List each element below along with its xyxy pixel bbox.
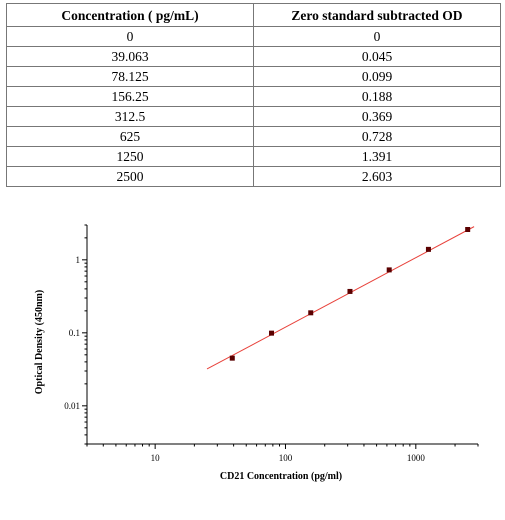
table-row: 156.25 0.188 <box>6 86 501 107</box>
column-header-od: Zero standard subtracted OD <box>253 3 501 27</box>
standard-curve-chart: 10 100 1000 0.01 0.1 1 CD21 Concentration (pg… <box>34 224 479 482</box>
table-row: 39.063 0.045 <box>6 46 501 67</box>
y-tick-label: 1 <box>76 255 81 265</box>
table-row: 78.125 0.099 <box>6 66 501 87</box>
table-cell: 2500 <box>6 166 254 187</box>
y-tick-label: 0.1 <box>69 328 80 338</box>
y-axis-title: Optical Density (450nm) <box>34 290 45 394</box>
table-cell: 0.099 <box>253 66 501 87</box>
table-cell: 0.045 <box>253 46 501 67</box>
x-tick-label: 1000 <box>407 453 426 463</box>
data-point <box>386 267 392 273</box>
data-point <box>269 330 275 336</box>
table-header-row: Concentration ( pg/mL) Zero standard sub… <box>6 3 501 27</box>
table-cell: 312.5 <box>6 106 254 127</box>
table-cell: 625 <box>6 126 254 147</box>
data-point <box>229 355 235 361</box>
chart-ticks: 10 100 1000 0.01 0.1 1 <box>64 224 479 463</box>
table-cell: 0 <box>253 26 501 47</box>
table-cell: 0.188 <box>253 86 501 107</box>
x-axis-title: CD21 Concentration (pg/ml) <box>220 471 342 482</box>
fit-line <box>206 226 475 370</box>
table-cell: 156.25 <box>6 86 254 107</box>
data-point <box>465 227 471 233</box>
x-tick-label: 10 <box>151 453 161 463</box>
table-row: 1250 1.391 <box>6 146 501 167</box>
table-cell: 0.369 <box>253 106 501 127</box>
table-cell: 39.063 <box>6 46 254 67</box>
table-cell: 1250 <box>6 146 254 167</box>
table-cell: 0 <box>6 26 254 47</box>
data-points-layer <box>229 227 471 361</box>
fit-line-layer <box>206 226 475 370</box>
y-tick-label: 0.01 <box>64 401 80 411</box>
standard-curve-table: Concentration ( pg/mL) Zero standard sub… <box>6 3 501 187</box>
table-cell: 0.728 <box>253 126 501 147</box>
data-point <box>308 310 314 316</box>
x-tick-label: 100 <box>279 453 293 463</box>
table-row: 625 0.728 <box>6 126 501 147</box>
chart-axes <box>86 225 478 445</box>
data-point <box>347 288 353 294</box>
column-header-concentration: Concentration ( pg/mL) <box>6 3 254 27</box>
table-row: 2500 2.603 <box>6 166 501 187</box>
table-row: 312.5 0.369 <box>6 106 501 127</box>
data-point <box>425 246 431 252</box>
table-cell: 2.603 <box>253 166 501 187</box>
table-cell: 1.391 <box>253 146 501 167</box>
table-cell: 78.125 <box>6 66 254 87</box>
